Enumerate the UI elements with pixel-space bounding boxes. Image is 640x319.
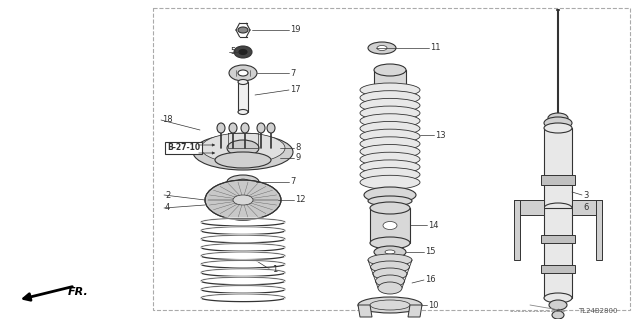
Ellipse shape — [360, 167, 420, 182]
Text: 9: 9 — [295, 153, 300, 162]
Text: 2: 2 — [165, 190, 170, 199]
Ellipse shape — [229, 65, 257, 81]
Polygon shape — [514, 200, 520, 260]
Text: TL24B2800: TL24B2800 — [579, 308, 618, 314]
Bar — [374, 70, 406, 90]
Ellipse shape — [205, 180, 281, 220]
Text: 3: 3 — [583, 190, 588, 199]
Ellipse shape — [360, 122, 420, 136]
Ellipse shape — [241, 123, 249, 133]
Ellipse shape — [544, 123, 572, 133]
Ellipse shape — [267, 123, 275, 133]
Ellipse shape — [368, 254, 412, 266]
Ellipse shape — [238, 70, 248, 76]
Ellipse shape — [215, 152, 271, 168]
Ellipse shape — [370, 300, 410, 310]
Text: 8: 8 — [295, 144, 300, 152]
Text: 1: 1 — [272, 265, 277, 275]
Ellipse shape — [227, 175, 259, 189]
Ellipse shape — [233, 195, 253, 205]
Ellipse shape — [373, 268, 407, 280]
Ellipse shape — [552, 311, 564, 319]
Polygon shape — [514, 200, 544, 215]
Ellipse shape — [360, 98, 420, 112]
Bar — [153, 8, 630, 310]
Ellipse shape — [549, 300, 567, 310]
Text: 7: 7 — [290, 177, 296, 187]
Ellipse shape — [374, 84, 406, 96]
Ellipse shape — [227, 140, 259, 156]
Ellipse shape — [368, 42, 396, 54]
Ellipse shape — [238, 109, 248, 115]
Ellipse shape — [238, 79, 248, 85]
Ellipse shape — [234, 46, 252, 58]
Ellipse shape — [201, 133, 285, 163]
Ellipse shape — [374, 246, 406, 258]
Ellipse shape — [193, 134, 293, 170]
Text: 18: 18 — [162, 115, 173, 124]
Ellipse shape — [360, 83, 420, 97]
Ellipse shape — [374, 64, 406, 76]
Ellipse shape — [360, 91, 420, 105]
Text: 5: 5 — [230, 48, 236, 56]
Ellipse shape — [377, 46, 387, 50]
Text: 12: 12 — [295, 196, 305, 204]
Bar — [238, 82, 248, 112]
Ellipse shape — [376, 275, 404, 287]
Ellipse shape — [360, 145, 420, 159]
Ellipse shape — [383, 221, 397, 229]
Ellipse shape — [360, 106, 420, 120]
Ellipse shape — [229, 123, 237, 133]
Polygon shape — [572, 200, 602, 215]
Text: 6: 6 — [583, 204, 588, 212]
Text: 19: 19 — [290, 26, 301, 34]
Bar — [541, 235, 575, 243]
Ellipse shape — [360, 160, 420, 174]
Ellipse shape — [370, 202, 410, 214]
Bar — [544, 208, 572, 298]
Ellipse shape — [360, 175, 420, 189]
Ellipse shape — [360, 152, 420, 166]
Ellipse shape — [371, 261, 410, 273]
Text: 16: 16 — [425, 276, 436, 285]
Text: 13: 13 — [435, 130, 445, 139]
Polygon shape — [408, 305, 422, 317]
Bar — [370, 208, 410, 243]
Bar — [544, 128, 572, 208]
Ellipse shape — [360, 114, 420, 128]
Text: 17: 17 — [290, 85, 301, 94]
Text: B-27-10: B-27-10 — [167, 144, 200, 152]
Text: 4: 4 — [165, 204, 170, 212]
Ellipse shape — [378, 282, 402, 294]
Ellipse shape — [360, 129, 420, 143]
Polygon shape — [596, 200, 602, 260]
Ellipse shape — [368, 196, 412, 206]
Text: 15: 15 — [425, 248, 435, 256]
Ellipse shape — [385, 250, 395, 254]
Bar — [541, 175, 575, 185]
Ellipse shape — [370, 237, 410, 249]
Ellipse shape — [544, 203, 572, 213]
Ellipse shape — [544, 117, 572, 129]
Ellipse shape — [548, 113, 568, 123]
Text: 10: 10 — [428, 300, 438, 309]
Ellipse shape — [237, 179, 249, 185]
Ellipse shape — [257, 123, 265, 133]
Ellipse shape — [238, 27, 248, 33]
Bar — [541, 265, 575, 273]
Ellipse shape — [544, 293, 572, 303]
Polygon shape — [358, 305, 372, 317]
Ellipse shape — [364, 187, 416, 203]
Text: 11: 11 — [430, 43, 440, 53]
Ellipse shape — [360, 137, 420, 151]
Ellipse shape — [239, 49, 247, 55]
Text: FR.: FR. — [68, 287, 89, 297]
Text: 7: 7 — [290, 69, 296, 78]
Text: 14: 14 — [428, 220, 438, 229]
Ellipse shape — [358, 297, 422, 313]
Ellipse shape — [217, 123, 225, 133]
